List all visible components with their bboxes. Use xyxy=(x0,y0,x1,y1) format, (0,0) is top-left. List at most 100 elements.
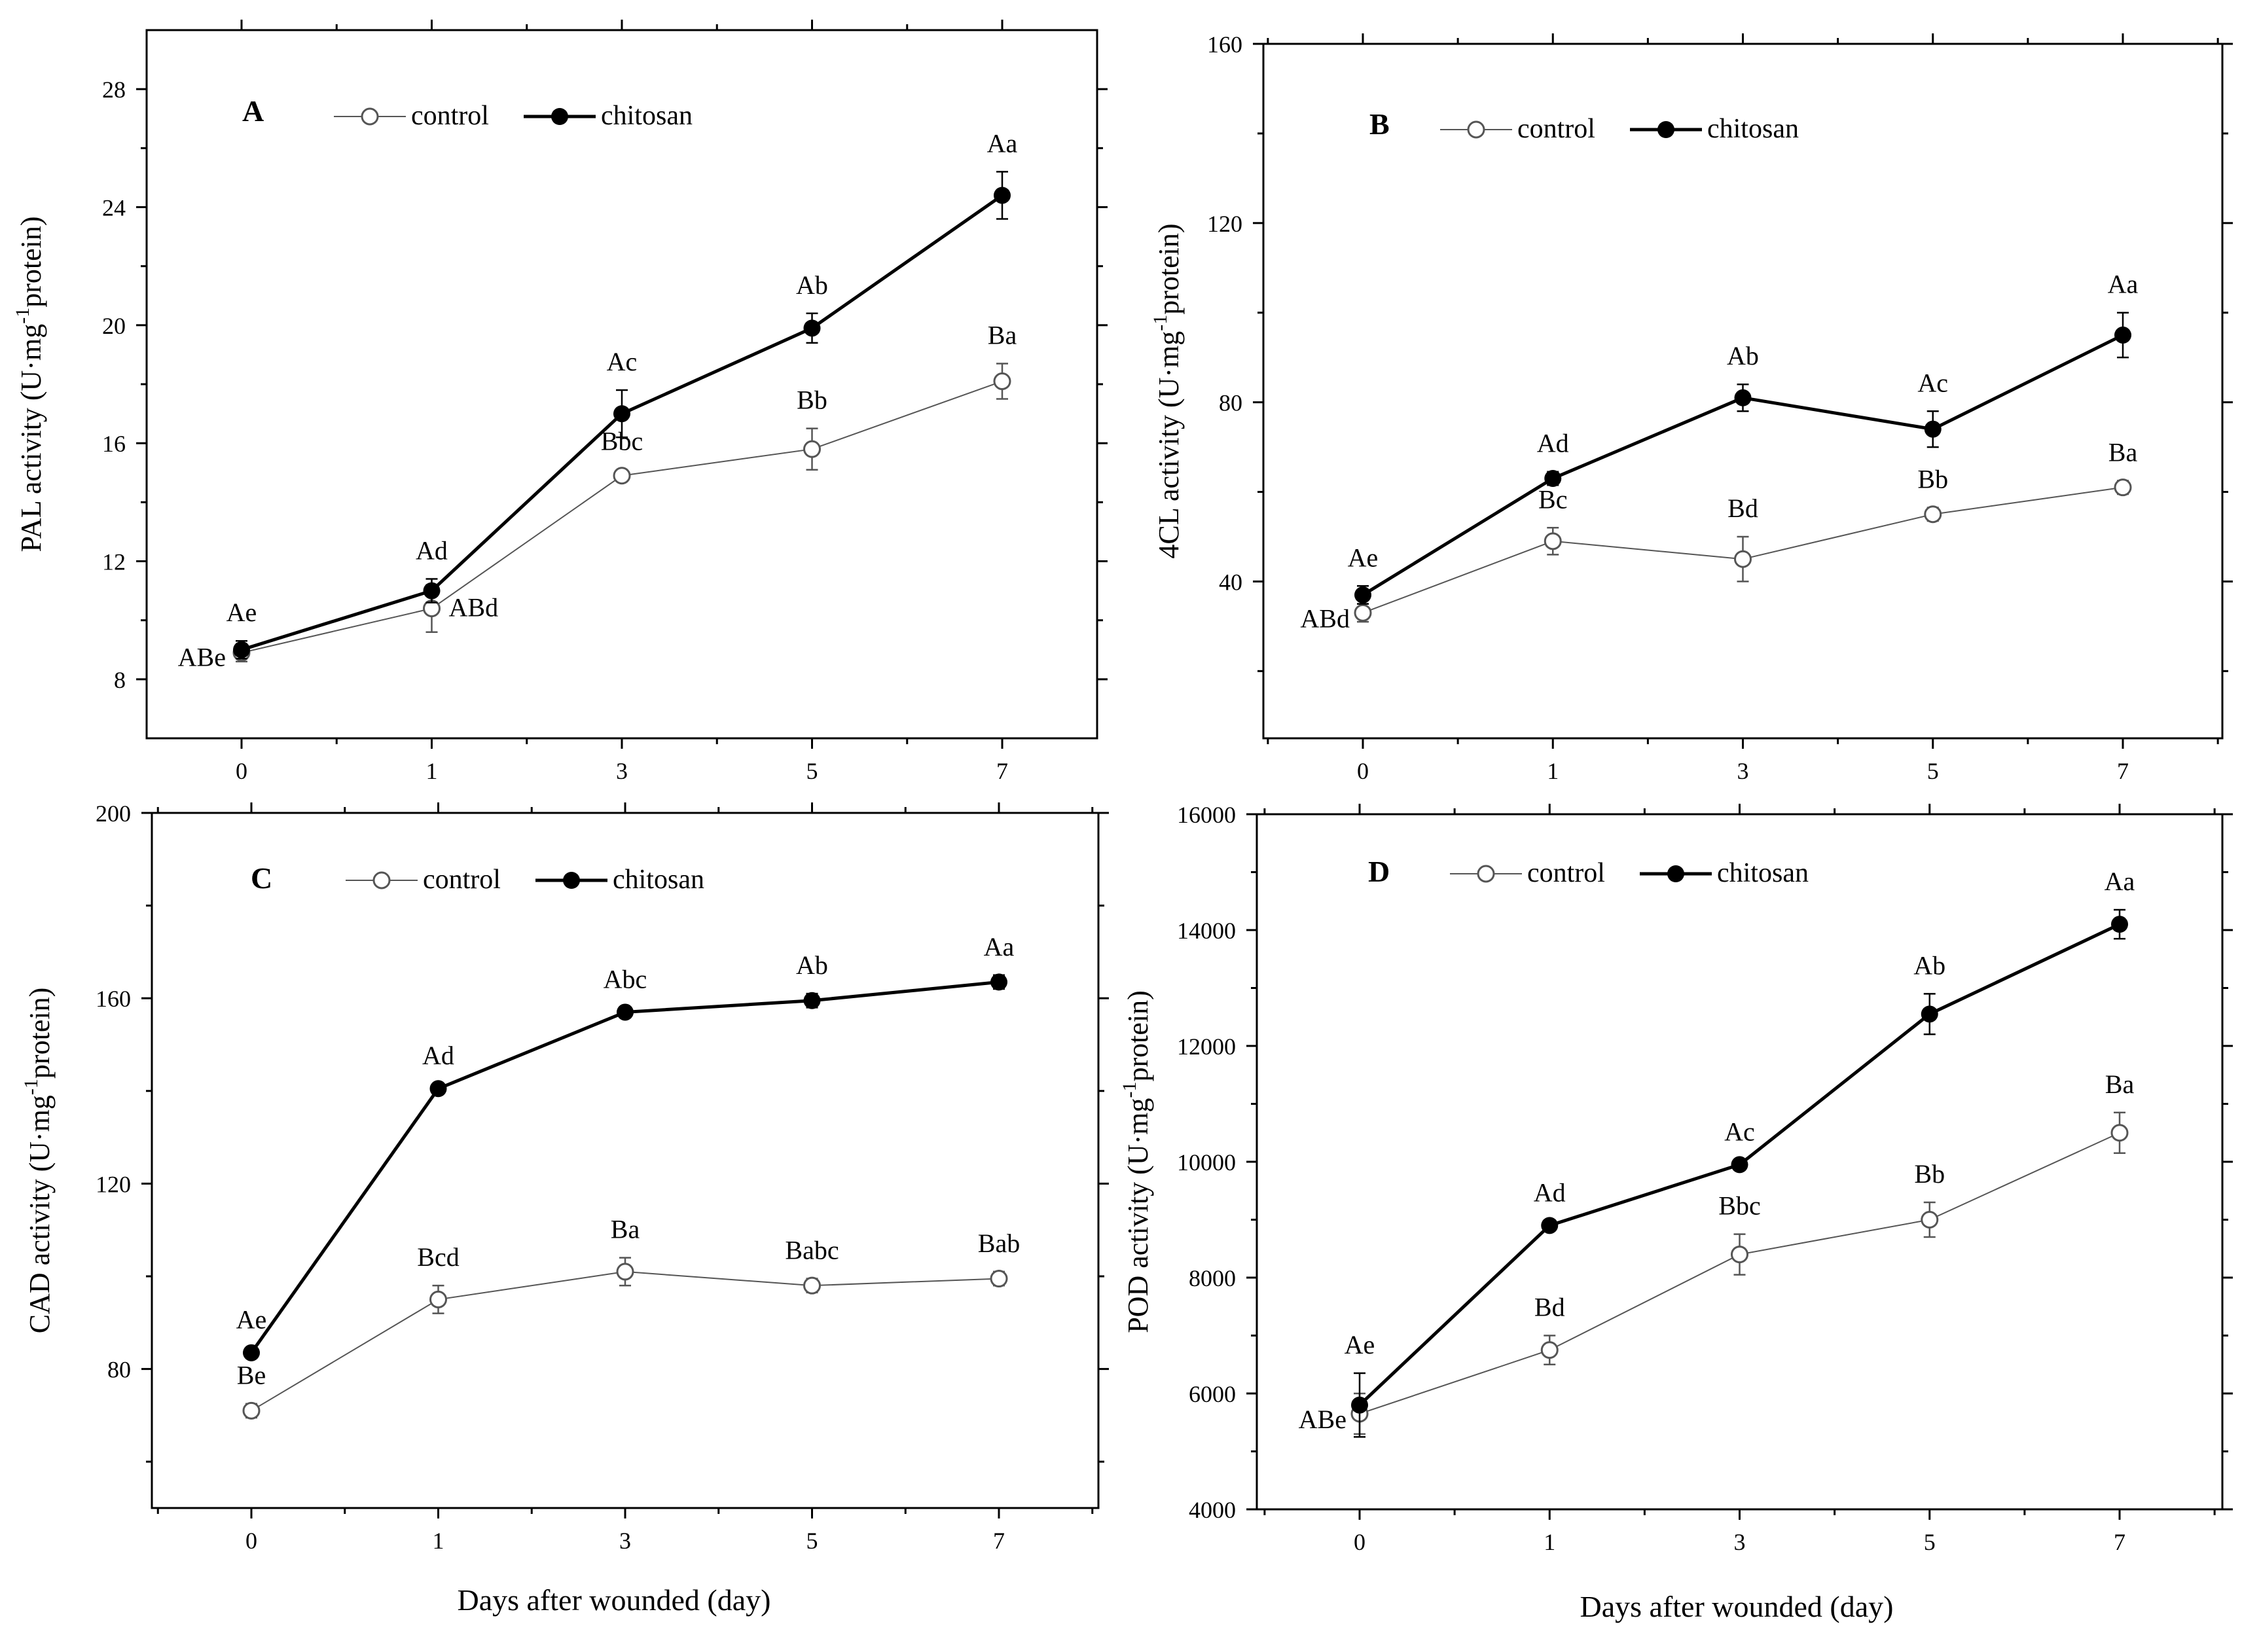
series-control: ABe Bd Bbc Bb Ba xyxy=(1299,1069,2134,1435)
x-tick-label: 5 xyxy=(1927,758,1939,784)
significance-label-chitosan: Ae xyxy=(1345,1330,1375,1359)
legend-marker-control xyxy=(372,871,391,889)
x-tick-label: 5 xyxy=(1924,1529,1936,1555)
y-axis-title: CAD activity (U·mg-1protein) xyxy=(20,988,56,1333)
data-point-control xyxy=(1734,550,1752,568)
legend-marker-chitosan xyxy=(1657,121,1674,138)
series-line-control xyxy=(251,1270,1000,1412)
y-tick-label: 8000 xyxy=(1189,1265,1236,1291)
x-tick-label: 7 xyxy=(2117,758,2129,784)
legend-marker-chitosan xyxy=(563,872,580,889)
legend-marker-control xyxy=(361,107,379,126)
data-point-chitosan xyxy=(994,187,1011,204)
significance-label-chitosan: Ab xyxy=(796,950,828,980)
series-chitosan: Ae Ad Ac Ab Aa xyxy=(226,128,1018,660)
x-tick-label: 5 xyxy=(806,758,818,784)
panel-label: C xyxy=(251,861,272,895)
y-tick-label: 24 xyxy=(102,195,126,221)
x-tick-label: 7 xyxy=(993,1528,1005,1554)
x-axis-title-right: Days after wounded (day) xyxy=(1580,1590,1894,1623)
significance-label-control: Bcd xyxy=(417,1242,459,1272)
series-line-chitosan xyxy=(249,980,1000,1354)
data-point-chitosan xyxy=(990,973,1007,991)
significance-label-chitosan: Ac xyxy=(1724,1117,1755,1146)
x-axis-title-left: Days after wounded (day) xyxy=(457,1583,771,1617)
x-tick-label: 7 xyxy=(2114,1529,2125,1555)
y-tick-label: 120 xyxy=(1207,211,1242,237)
panel-label: D xyxy=(1368,855,1390,888)
panel-C: 80 120 160 200 0 1 3 5 7 CAD activity (U·mg-1prot… xyxy=(20,800,1109,1554)
data-point-control xyxy=(1921,1211,1939,1229)
series-control: ABd Bc Bd Bb Ba xyxy=(1300,437,2137,633)
significance-label-control: ABe xyxy=(178,642,226,672)
y-tick-label: 28 xyxy=(102,77,126,103)
data-point-chitosan xyxy=(803,992,821,1009)
x-tick-label: 3 xyxy=(1734,1529,1746,1555)
data-point-chitosan xyxy=(617,1003,634,1021)
legend-label-control: control xyxy=(1527,858,1605,888)
data-point-control xyxy=(803,1276,821,1295)
significance-label-chitosan: Ab xyxy=(796,270,828,300)
data-point-control xyxy=(1731,1246,1748,1264)
data-point-control xyxy=(803,440,821,458)
data-point-chitosan xyxy=(2114,326,2131,344)
y-tick-label: 80 xyxy=(1219,390,1242,416)
significance-label-chitosan: Ae xyxy=(1348,543,1379,572)
data-point-chitosan xyxy=(803,319,821,337)
data-point-chitosan xyxy=(1924,420,1942,438)
significance-label-control: ABd xyxy=(1300,603,1350,633)
data-point-control xyxy=(242,1401,261,1420)
significance-label-chitosan: Ac xyxy=(1917,368,1948,397)
panel-D: 4000 6000 8000 10000 12000 14000 16000 0 1 3 5 7 POD… xyxy=(1119,802,2233,1555)
legend-label-chitosan: chitosan xyxy=(613,865,704,895)
data-point-chitosan xyxy=(1734,389,1752,406)
x-tick-label: 3 xyxy=(619,1528,631,1554)
y-tick-label: 160 xyxy=(1207,31,1242,58)
legend-label-control: control xyxy=(1517,114,1595,144)
plot-frame xyxy=(151,812,1100,1509)
data-point-control xyxy=(2110,1124,2129,1142)
y-tick-label: 20 xyxy=(102,313,126,339)
data-point-control xyxy=(993,372,1011,390)
data-point-control xyxy=(1544,532,1562,550)
panel-B: 40 80 120 160 0 1 3 5 7 4CL activity (U·mg-1prote… xyxy=(1149,31,2233,784)
data-point-control xyxy=(990,1270,1008,1288)
y-tick-label: 14000 xyxy=(1177,918,1236,944)
y-tick-label: 16000 xyxy=(1177,802,1236,828)
significance-label-chitosan: Ad xyxy=(416,536,448,566)
x-tick-label: 0 xyxy=(1357,758,1369,784)
y-axis-title: 4CL activity (U·mg-1protein) xyxy=(1149,223,1185,558)
x-tick-label: 0 xyxy=(1354,1529,1365,1555)
y-axis-title: PAL activity (U·mg-1protein) xyxy=(12,216,47,552)
data-point-chitosan xyxy=(429,1080,447,1098)
legend-label-chitosan: chitosan xyxy=(1707,114,1799,144)
data-point-chitosan xyxy=(1354,586,1371,603)
series-control: Be Bcd Ba Babc Bab xyxy=(237,1215,1020,1420)
data-point-chitosan xyxy=(613,405,630,423)
significance-label-chitosan: Aa xyxy=(984,932,1015,961)
x-tick-label: 0 xyxy=(245,1528,257,1554)
y-tick-label: 6000 xyxy=(1189,1381,1236,1407)
significance-label-control: ABd xyxy=(449,593,499,622)
significance-label-control: Bb xyxy=(1917,464,1948,494)
x-tick-label: 1 xyxy=(1544,1529,1555,1555)
x-tick-label: 5 xyxy=(806,1528,818,1554)
x-tick-label: 3 xyxy=(616,758,628,784)
significance-label-chitosan: Aa xyxy=(987,128,1018,158)
data-point-control xyxy=(613,467,631,485)
significance-label-control: Bd xyxy=(1727,494,1758,523)
panel-label: A xyxy=(242,94,264,128)
y-tick-label: 16 xyxy=(102,431,126,457)
significance-label-control: Ba xyxy=(2108,437,2138,467)
y-tick-label: 160 xyxy=(96,986,131,1012)
data-point-chitosan xyxy=(233,641,250,658)
legend-marker-chitosan xyxy=(1667,865,1684,882)
y-tick-label: 12 xyxy=(102,549,126,575)
data-point-chitosan xyxy=(423,582,441,600)
significance-label-chitosan: Aa xyxy=(2105,867,2135,896)
y-tick-label: 40 xyxy=(1219,569,1242,595)
legend-label-chitosan: chitosan xyxy=(601,101,693,131)
